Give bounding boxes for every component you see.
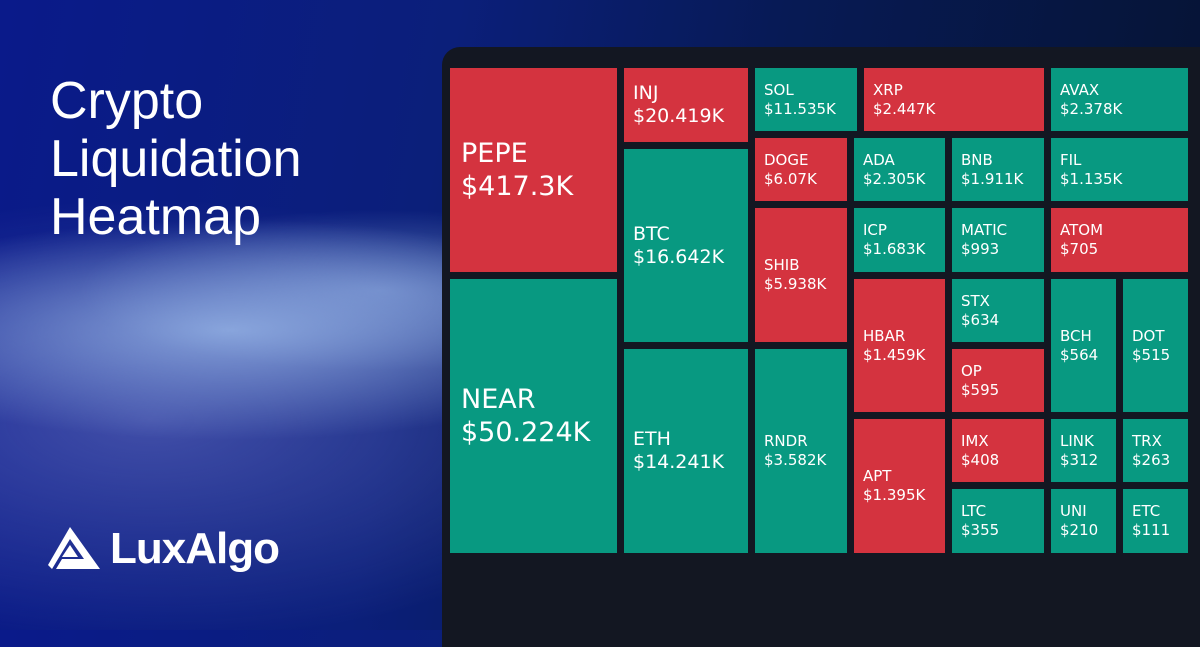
- tile-value: $1.683K: [863, 240, 926, 258]
- tile-apt[interactable]: APT $1.395K: [854, 419, 945, 553]
- tile-symbol: ATOM: [1060, 221, 1104, 239]
- tile-matic[interactable]: MATIC $993: [952, 208, 1044, 272]
- tile-trx[interactable]: TRX $263: [1123, 419, 1188, 482]
- tile-symbol: ETH: [633, 428, 671, 450]
- tile-value: $595: [961, 380, 1000, 399]
- tile-symbol: NEAR: [461, 384, 536, 415]
- tile-near[interactable]: NEAR $50.224K: [450, 279, 617, 553]
- tile-doge[interactable]: DOGE $6.07K: [755, 138, 847, 201]
- tile-avax[interactable]: AVAX $2.378K: [1051, 68, 1188, 131]
- tile-symbol: LTC: [961, 502, 987, 520]
- tile-value: $993: [961, 240, 1000, 258]
- tile-symbol: FIL: [1060, 150, 1082, 169]
- tile-icp[interactable]: ICP $1.683K: [854, 208, 945, 272]
- tile-bch[interactable]: BCH $564: [1051, 279, 1116, 412]
- tile-value: $11.535K: [764, 99, 836, 118]
- tile-value: $5.938K: [764, 275, 827, 293]
- tile-etc[interactable]: ETC $111: [1123, 489, 1188, 553]
- tile-symbol: DOGE: [764, 150, 809, 169]
- tile-symbol: DOT: [1132, 326, 1165, 345]
- tile-stx[interactable]: STX $634: [952, 279, 1044, 342]
- tile-symbol: MATIC: [961, 221, 1008, 239]
- tile-btc[interactable]: BTC $16.642K: [624, 149, 748, 342]
- tile-ltc[interactable]: LTC $355: [952, 489, 1044, 553]
- tile-value: $50.224K: [461, 417, 591, 448]
- tile-symbol: ADA: [863, 150, 895, 169]
- tile-op[interactable]: OP $595: [952, 349, 1044, 412]
- tile-symbol: HBAR: [863, 326, 906, 345]
- tile-eth[interactable]: ETH $14.241K: [624, 349, 748, 553]
- tile-symbol: RNDR: [764, 432, 808, 450]
- tile-value: $515: [1132, 345, 1171, 364]
- tile-value: $20.419K: [633, 105, 725, 127]
- tile-value: $16.642K: [633, 245, 725, 268]
- tile-atom[interactable]: ATOM $705: [1051, 208, 1188, 272]
- tile-ada[interactable]: ADA $2.305K: [854, 138, 945, 201]
- tile-xrp[interactable]: XRP $2.447K: [864, 68, 1044, 131]
- tile-link[interactable]: LINK $312: [1051, 419, 1116, 482]
- tile-symbol: XRP: [873, 80, 903, 99]
- tile-value: $2.305K: [863, 169, 926, 188]
- tile-value: $210: [1060, 521, 1099, 539]
- tile-bnb[interactable]: BNB $1.911K: [952, 138, 1044, 201]
- tile-value: $417.3K: [461, 171, 574, 202]
- tile-value: $564: [1060, 345, 1099, 364]
- tile-value: $1.459K: [863, 345, 926, 364]
- tile-value: $14.241K: [633, 451, 725, 473]
- tile-value: $1.135K: [1060, 169, 1123, 188]
- tile-value: $1.395K: [863, 486, 926, 504]
- brand-name: LuxAlgo: [110, 524, 280, 573]
- tile-value: $355: [961, 521, 1000, 539]
- page-title: Crypto Liquidation Heatmap: [50, 72, 302, 246]
- tile-symbol: BTC: [633, 222, 670, 245]
- tile-symbol: OP: [961, 361, 982, 380]
- tile-inj[interactable]: INJ $20.419K: [624, 68, 748, 142]
- luxalgo-logo-icon: [48, 527, 100, 569]
- tile-fil[interactable]: FIL $1.135K: [1051, 138, 1188, 201]
- tile-symbol: UNI: [1060, 502, 1087, 520]
- tile-symbol: ICP: [863, 221, 887, 239]
- brand-logo: LuxAlgo: [48, 524, 280, 574]
- tile-imx[interactable]: IMX $408: [952, 419, 1044, 482]
- tile-pepe[interactable]: PEPE $417.3K: [450, 68, 617, 272]
- tile-uni[interactable]: UNI $210: [1051, 489, 1116, 553]
- tile-value: $6.07K: [764, 169, 817, 188]
- tile-symbol: SHIB: [764, 256, 800, 274]
- tile-symbol: INJ: [633, 82, 659, 104]
- tile-value: $1.911K: [961, 169, 1024, 188]
- tile-value: $408: [961, 450, 1000, 469]
- tile-value: $2.378K: [1060, 99, 1123, 118]
- tile-dot[interactable]: DOT $515: [1123, 279, 1188, 412]
- tile-symbol: ETC: [1132, 502, 1161, 520]
- tile-value: $263: [1132, 450, 1171, 469]
- tile-symbol: BCH: [1060, 326, 1092, 345]
- tile-value: $2.447K: [873, 99, 936, 118]
- tile-symbol: TRX: [1132, 431, 1162, 450]
- tile-symbol: AVAX: [1060, 80, 1100, 99]
- tile-symbol: PEPE: [461, 138, 528, 169]
- tile-rndr[interactable]: RNDR $3.582K: [755, 349, 847, 553]
- tile-sol[interactable]: SOL $11.535K: [755, 68, 857, 131]
- tile-shib[interactable]: SHIB $5.938K: [755, 208, 847, 342]
- tile-value: $705: [1060, 240, 1099, 258]
- tile-symbol: APT: [863, 467, 892, 485]
- tile-value: $111: [1132, 521, 1171, 539]
- tile-symbol: BNB: [961, 150, 993, 169]
- tile-symbol: LINK: [1060, 431, 1094, 450]
- tile-symbol: STX: [961, 291, 990, 310]
- tile-value: $634: [961, 310, 1000, 329]
- tile-hbar[interactable]: HBAR $1.459K: [854, 279, 945, 412]
- tile-value: $3.582K: [764, 451, 827, 469]
- tile-value: $312: [1060, 450, 1099, 469]
- tile-symbol: IMX: [961, 431, 989, 450]
- tile-symbol: SOL: [764, 80, 794, 99]
